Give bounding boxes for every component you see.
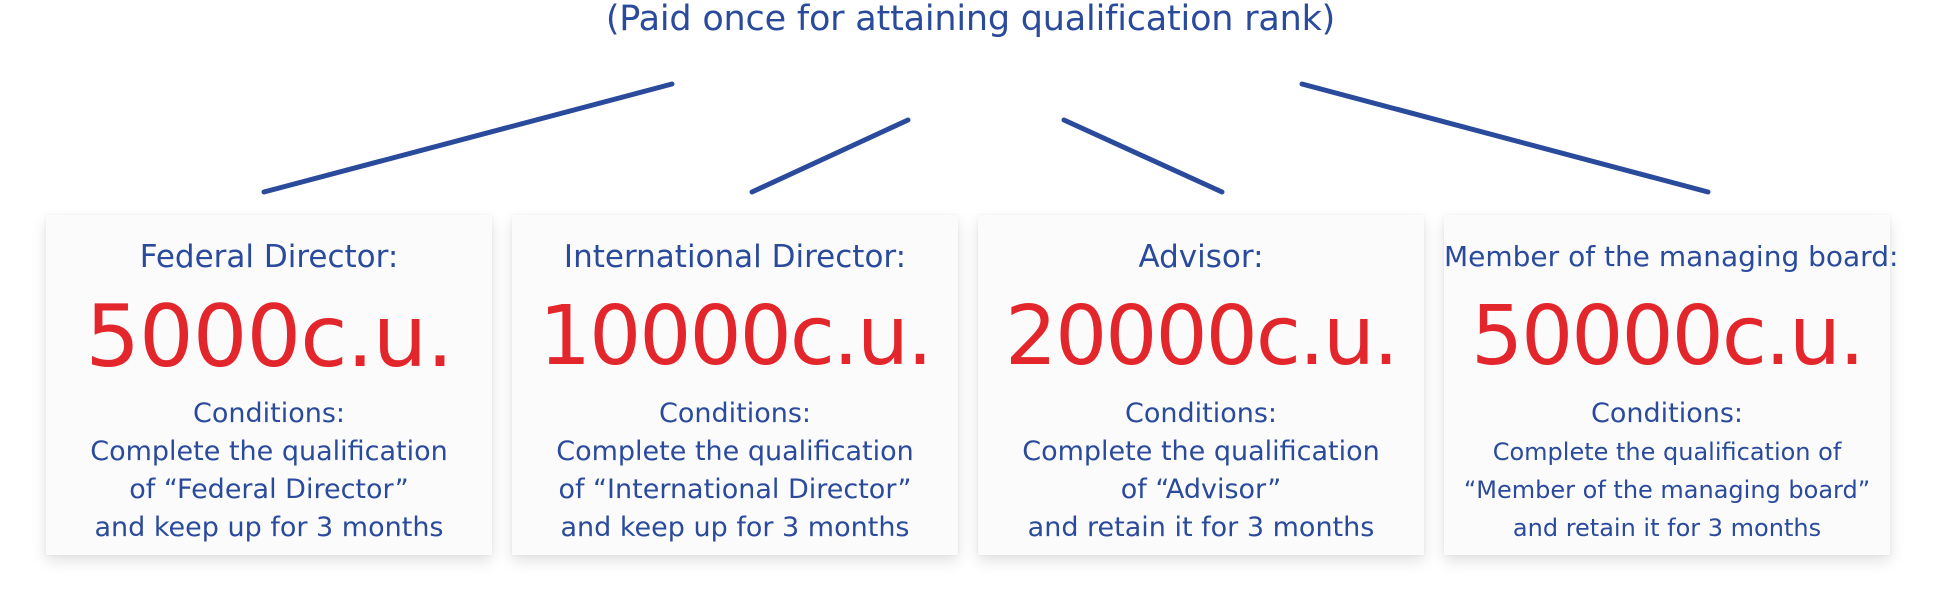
card-conditions: Conditions: Complete the qualification o…: [978, 395, 1424, 547]
condition-line: of “International Director”: [558, 474, 912, 505]
condition-line: and keep up for 3 months: [94, 512, 444, 543]
conditions-label: Conditions:: [1590, 398, 1743, 429]
conditions-label: Conditions:: [192, 398, 345, 429]
condition-line: Complete the qualification: [90, 436, 448, 467]
card-advisor: Advisor: 20000c.u. Conditions: Complete …: [978, 215, 1424, 555]
connector-line-managing-board: [1299, 81, 1711, 195]
card-title: Advisor:: [1138, 239, 1264, 275]
card-title: Member of the managing board:: [1444, 240, 1899, 273]
card-conditions: Conditions: Complete the qualification o…: [1444, 395, 1890, 547]
card-amount: 20000c.u.: [1004, 289, 1399, 384]
condition-line: of “Federal Director”: [129, 474, 409, 505]
page-subtitle: (Paid once for attaining qualification r…: [605, 0, 1336, 39]
card-amount: 50000c.u.: [1470, 289, 1865, 384]
condition-line: “Member of the managing board”: [1463, 476, 1871, 504]
conditions-label: Conditions:: [1124, 398, 1277, 429]
connector-line-federal-director: [261, 81, 675, 195]
card-conditions: Conditions: Complete the qualification o…: [512, 395, 958, 547]
condition-line: Complete the qualification: [1022, 436, 1380, 467]
condition-line: of “Advisor”: [1120, 474, 1282, 505]
condition-line: and keep up for 3 months: [560, 512, 910, 543]
card-title: International Director:: [563, 239, 907, 275]
condition-line: Complete the qualification: [556, 436, 914, 467]
card-managing-board: Member of the managing board: 50000c.u. …: [1444, 215, 1899, 555]
conditions-label: Conditions:: [658, 398, 811, 429]
card-amount: 10000c.u.: [538, 289, 933, 384]
condition-line: and retain it for 3 months: [1027, 512, 1375, 543]
condition-line: and retain it for 3 months: [1512, 514, 1822, 542]
card-title: Federal Director:: [139, 239, 399, 275]
card-international-director: International Director: 10000c.u. Condit…: [512, 215, 958, 555]
card-federal-director: Federal Director: 5000c.u. Conditions: C…: [46, 215, 492, 555]
condition-line: Complete the qualification of: [1492, 438, 1842, 466]
card-conditions: Conditions: Complete the qualification o…: [46, 395, 492, 547]
connector-line-international-director: [749, 117, 911, 195]
connector-line-advisor: [1061, 117, 1225, 195]
card-amount: 5000c.u.: [85, 287, 453, 387]
